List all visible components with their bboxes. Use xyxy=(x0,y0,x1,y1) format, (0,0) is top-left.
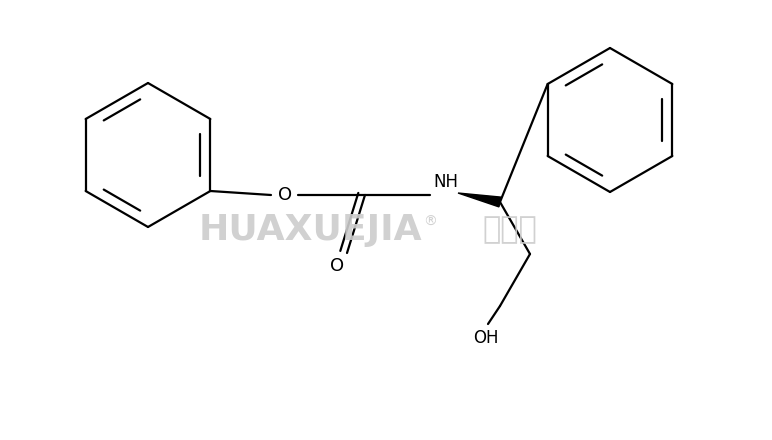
Text: NH: NH xyxy=(433,173,458,191)
Polygon shape xyxy=(458,193,501,207)
Text: OH: OH xyxy=(473,329,499,347)
Text: O: O xyxy=(330,257,344,275)
Text: HUAXUEJIA: HUAXUEJIA xyxy=(198,213,422,247)
Text: 化学加: 化学加 xyxy=(482,216,537,245)
Text: O: O xyxy=(278,186,292,204)
Text: ®: ® xyxy=(423,215,437,229)
